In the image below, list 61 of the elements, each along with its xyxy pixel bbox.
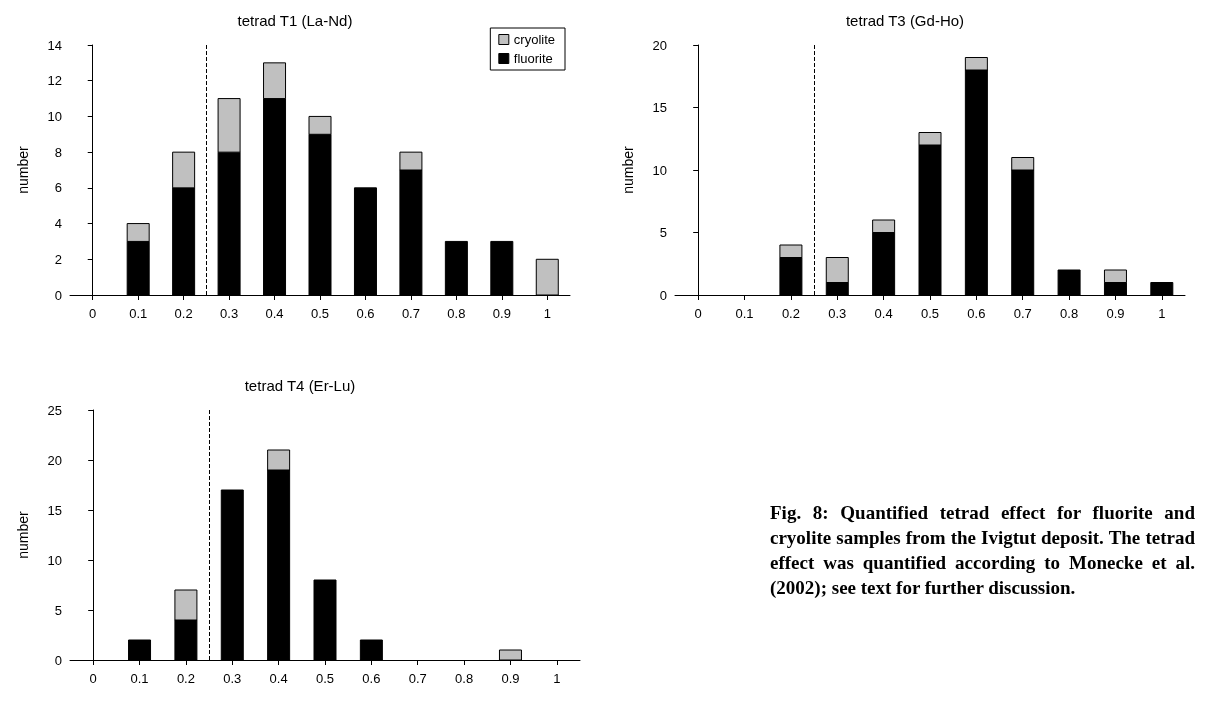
x-tick-label: 0.2 (176, 671, 195, 686)
y-tick-label: 15 (47, 502, 62, 518)
x-tick-label: 0.5 (920, 306, 940, 321)
x-tick-label: 1 (553, 671, 561, 686)
x-tick-label: 0.1 (735, 306, 754, 321)
chart-title: tetrad T4 (Er-Lu) (244, 377, 356, 394)
x-tick-label: 0.4 (265, 306, 284, 321)
x-tick-label: 0.1 (129, 306, 148, 321)
legend-label: cryolite (513, 32, 556, 47)
y-tick-label: 20 (652, 37, 667, 53)
y-tick-label: 15 (652, 100, 667, 115)
x-tick-label: 0.9 (492, 306, 511, 321)
x-tick-label: 0.2 (174, 306, 193, 321)
legend-label: fluorite (513, 51, 553, 66)
x-tick-label: 0.7 (408, 671, 427, 686)
x-tick-label: 0.1 (130, 671, 149, 686)
x-tick-label: 0.4 (874, 306, 893, 321)
x-tick-label: 0.9 (1106, 306, 1125, 321)
y-tick-label: 2 (54, 251, 62, 267)
x-tick-label: 0.2 (781, 306, 800, 321)
y-axis-title: number (15, 145, 31, 194)
y-tick-label: 25 (47, 402, 62, 418)
y-tick-label: 0 (54, 652, 62, 668)
x-tick-label: 0.3 (828, 306, 847, 321)
x-tick-label: 0 (89, 671, 97, 686)
x-tick-label: 0.7 (1013, 306, 1032, 321)
y-tick-label: 10 (652, 162, 667, 178)
x-tick-label: 0 (89, 306, 97, 321)
x-tick-label: 0.6 (967, 306, 986, 321)
x-tick-label: 0.5 (310, 306, 330, 321)
x-tick-label: 0.8 (455, 671, 474, 686)
chart-title: tetrad T1 (La-Nd) (237, 12, 353, 29)
x-tick-label: 1 (1158, 306, 1166, 321)
y-tick-label: 0 (659, 287, 667, 303)
x-tick-label: 0.8 (447, 306, 466, 321)
y-tick-label: 5 (54, 602, 62, 618)
y-tick-label: 14 (47, 37, 62, 53)
y-tick-label: 20 (47, 452, 62, 468)
x-tick-label: 0.7 (401, 306, 420, 321)
x-tick-label: 0.5 (315, 671, 335, 686)
y-tick-label: 5 (659, 225, 667, 240)
x-tick-label: 0.3 (223, 671, 242, 686)
x-tick-label: 1 (543, 306, 551, 321)
x-tick-label: 0.6 (362, 671, 381, 686)
x-tick-label: 0.9 (501, 671, 520, 686)
y-tick-label: 10 (47, 552, 62, 568)
chart-title: tetrad T3 (Gd-Ho) (845, 12, 965, 29)
x-tick-label: 0.3 (220, 306, 239, 321)
y-tick-label: 6 (54, 180, 62, 196)
y-tick-label: 10 (47, 108, 62, 124)
y-tick-label: 4 (54, 216, 62, 232)
y-axis-title: number (15, 510, 31, 559)
y-tick-label: 12 (47, 73, 62, 89)
caption: Fig. 8: Quantified tetrad effect for fluorite and cryolite samples from the Ivigtut deposit. The tetrad effect was quantified according to Monecke et al. (2002); see text for further discussion. (770, 501, 1195, 600)
x-tick-label: 0.4 (269, 671, 288, 686)
y-tick-label: 8 (54, 144, 62, 160)
y-axis-title: number (620, 145, 636, 194)
x-tick-label: 0.8 (1060, 306, 1079, 321)
x-tick-label: 0 (694, 306, 702, 321)
y-tick-label: 0 (54, 287, 62, 303)
x-tick-label: 0.6 (356, 306, 375, 321)
